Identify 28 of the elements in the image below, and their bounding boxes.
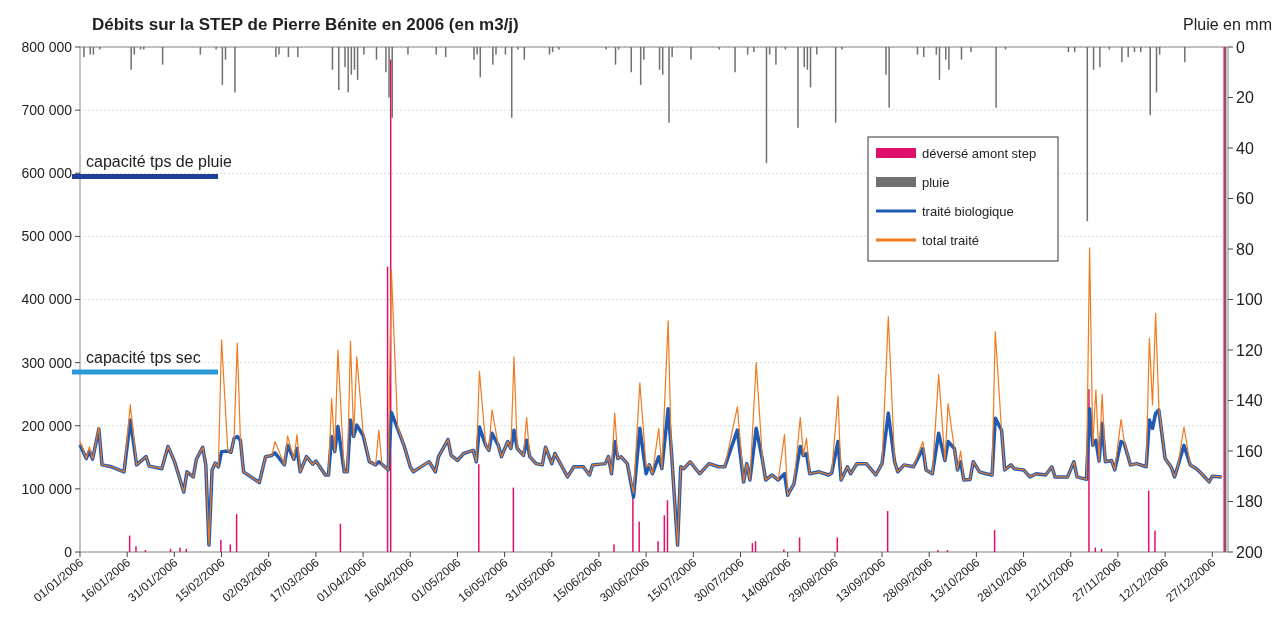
y-tick-label: 800 000 (21, 38, 73, 55)
y2-tick-label: 100 (1236, 291, 1263, 309)
y-tick-label: 400 000 (21, 291, 73, 308)
y-tick-label: 600 000 (21, 165, 73, 182)
y2-tick-label: 160 (1236, 442, 1263, 460)
y2-axis-title: Pluie en mm (1183, 16, 1272, 33)
y2-tick-label: 120 (1236, 341, 1263, 359)
y2-tick-label: 40 (1236, 139, 1254, 157)
y-tick-label: 300 000 (21, 354, 73, 371)
legend-label: pluie (922, 174, 950, 190)
y-tick-label: 700 000 (21, 102, 73, 119)
chart-title: Débits sur la STEP de Pierre Bénite en 2006 (en m3/j) (92, 15, 519, 34)
y-tick-label: 200 000 (21, 417, 73, 434)
y-tick-label: 500 000 (21, 228, 73, 245)
y2-tick-label: 140 (1236, 392, 1263, 410)
y2-tick-label: 60 (1236, 190, 1254, 208)
y2-tick-label: 180 (1236, 493, 1263, 511)
y2-tick-label: 80 (1236, 240, 1254, 258)
y2-tick-label: 0 (1236, 38, 1245, 56)
y2-tick-label: 200 (1236, 543, 1263, 561)
legend-label: déversé amont step (922, 145, 1037, 161)
y-tick-label: 0 (64, 543, 73, 560)
y-tick-label: 100 000 (21, 480, 73, 497)
ref-line-label: capacité tps de pluie (86, 153, 232, 171)
y2-tick-label: 20 (1236, 89, 1254, 107)
ref-line-label: capacité tps sec (86, 349, 201, 367)
legend-label: traité biologique (922, 203, 1014, 219)
legend-label: total traité (922, 232, 980, 248)
